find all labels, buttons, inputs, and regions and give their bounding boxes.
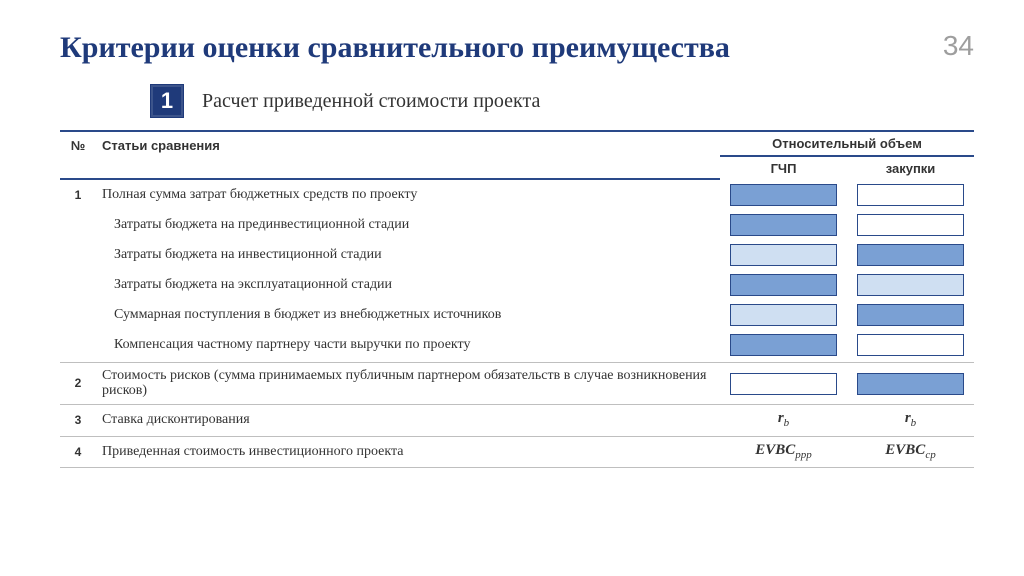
volume-cell-right — [857, 214, 964, 236]
volume-cell-left — [730, 373, 837, 395]
comparison-table: № Статьи сравнения Относительный объем Г… — [60, 130, 974, 468]
row-cells — [720, 184, 974, 206]
volume-cell-right — [857, 244, 964, 266]
table-row: Затраты бюджета на прединвестиционной ст… — [60, 210, 974, 240]
row-cells — [720, 244, 974, 266]
volume-cell-left — [730, 244, 837, 266]
section-title: Расчет приведенной стоимости проекта — [202, 90, 540, 113]
table-row: 2Стоимость рисков (сумма принимаемых пуб… — [60, 365, 974, 402]
row-cells — [720, 373, 974, 395]
row-label: Затраты бюджета на эксплуатационной стад… — [96, 278, 720, 293]
table-row: 1Полная сумма затрат бюджетных средств п… — [60, 180, 974, 210]
row-label: Затраты бюджета на прединвестиционной ст… — [96, 218, 720, 233]
row-cells — [720, 304, 974, 326]
table-row: Затраты бюджета на инвестиционной стадии — [60, 240, 974, 270]
row-separator — [60, 404, 974, 405]
page-number: 34 — [943, 30, 974, 62]
table-header: № Статьи сравнения Относительный объем Г… — [60, 130, 974, 180]
row-number: 1 — [60, 189, 96, 202]
volume-cell-right — [857, 184, 964, 206]
table-row: Затраты бюджета на эксплуатационной стад… — [60, 270, 974, 300]
row-label: Затраты бюджета на инвестиционной стадии — [96, 248, 720, 263]
row-number: 2 — [60, 377, 96, 390]
table-row: 3Ставка дисконтирования rb rb — [60, 407, 974, 434]
row-label: Полная сумма затрат бюджетных средств по… — [96, 188, 720, 203]
table-row: Суммарная поступления в бюджет из внебюд… — [60, 300, 974, 330]
volume-cell-left — [730, 334, 837, 356]
sub-header-left: ГЧП — [720, 157, 847, 180]
formula-right: EVBCcp — [857, 443, 964, 462]
formula-left: rb — [730, 411, 837, 430]
row-cells — [720, 274, 974, 296]
row-formula-cells: rb rb — [720, 411, 974, 430]
table-row: 4Приведенная стоимость инвестиционного п… — [60, 439, 974, 466]
volume-cell-right — [857, 373, 964, 395]
volume-cell-right — [857, 304, 964, 326]
formula-left: EVBCppp — [730, 443, 837, 462]
sub-header-right: закупки — [847, 157, 974, 180]
col-header-number: № — [60, 132, 96, 178]
row-label: Стоимость рисков (сумма принимаемых публ… — [96, 369, 720, 398]
row-number: 3 — [60, 414, 96, 427]
col-header-articles: Статьи сравнения — [96, 132, 720, 178]
section-badge: 1 — [150, 84, 184, 118]
volume-cell-right — [857, 334, 964, 356]
row-separator — [60, 467, 974, 468]
row-separator — [60, 436, 974, 437]
col-header-volume: Относительный объем — [720, 132, 974, 157]
row-label: Суммарная поступления в бюджет из внебюд… — [96, 308, 720, 323]
row-label: Компенсация частному партнеру части выру… — [96, 338, 720, 353]
row-separator — [60, 362, 974, 363]
row-number: 4 — [60, 446, 96, 459]
row-label: Ставка дисконтирования — [96, 413, 720, 428]
row-label: Приведенная стоимость инвестиционного пр… — [96, 445, 720, 460]
formula-right: rb — [857, 411, 964, 430]
volume-cell-left — [730, 304, 837, 326]
row-formula-cells: EVBCppp EVBCcp — [720, 443, 974, 462]
volume-cell-left — [730, 274, 837, 296]
volume-cell-right — [857, 274, 964, 296]
row-cells — [720, 334, 974, 356]
volume-cell-left — [730, 214, 837, 236]
row-cells — [720, 214, 974, 236]
page-title: Критерии оценки сравнительного преимущес… — [60, 30, 730, 66]
table-row: Компенсация частному партнеру части выру… — [60, 330, 974, 360]
volume-cell-left — [730, 184, 837, 206]
